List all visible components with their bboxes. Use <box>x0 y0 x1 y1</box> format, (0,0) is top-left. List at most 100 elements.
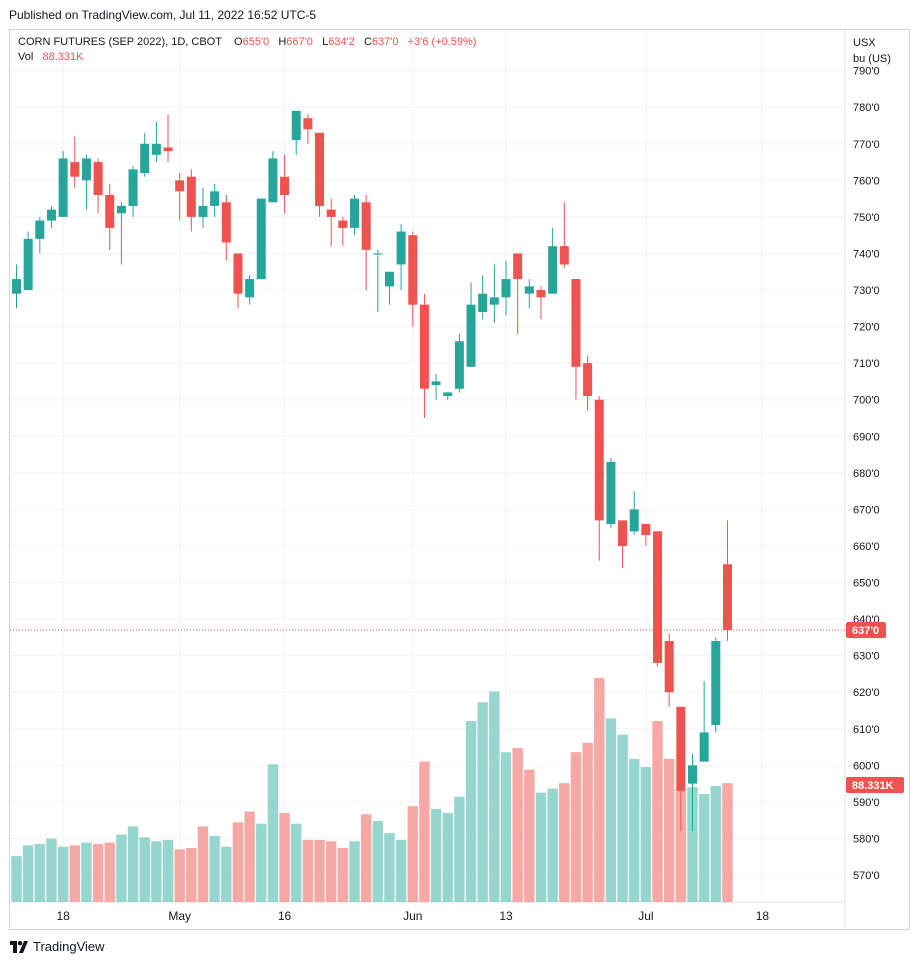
candle-body <box>687 765 697 784</box>
candle-body <box>653 531 663 663</box>
legend-low-value: 634'2 <box>328 36 355 48</box>
legend-close-label: C <box>363 36 372 48</box>
legend-close-value: 637'0 <box>371 36 399 48</box>
y-tick-label: 670'0 <box>853 504 880 516</box>
candle-body <box>478 293 488 312</box>
candle-body <box>93 162 103 195</box>
legend-open-label: O <box>234 36 243 48</box>
volume-bar <box>360 814 372 902</box>
candle-body <box>384 271 394 287</box>
volume-bar <box>349 841 360 902</box>
volume-bar <box>174 849 185 902</box>
candle-body <box>664 641 674 693</box>
candle-body <box>349 198 359 228</box>
legend-symbol: CORN FUTURES (SEP 2022), 1D, CBOT <box>18 36 222 48</box>
candle-body <box>58 158 68 217</box>
candle-body <box>35 220 45 239</box>
volume-bar <box>547 788 558 902</box>
last-volume-badge <box>846 777 904 793</box>
volume-bar <box>197 826 209 902</box>
candle-body <box>443 392 453 397</box>
tradingview-logo[interactable]: TradingView <box>10 939 105 954</box>
candle-body <box>198 205 208 217</box>
volume-bar <box>407 806 418 902</box>
y-tick-label: 590'0 <box>853 797 880 809</box>
candle-body <box>548 246 558 294</box>
price-axis-unit-label: bu (US) <box>853 53 891 65</box>
y-tick-label: 650'0 <box>853 578 880 590</box>
y-tick-label: 630'0 <box>853 651 880 663</box>
volume-bar <box>69 845 80 902</box>
volume-bar <box>232 822 244 902</box>
candle-body <box>81 158 91 181</box>
candle-body <box>606 461 616 525</box>
x-tick-label: 18 <box>56 909 70 923</box>
volume-bar <box>710 785 721 902</box>
candle-body <box>256 198 266 280</box>
y-tick-label: 740'0 <box>853 248 880 260</box>
legend-high-value: 667'0 <box>286 36 313 48</box>
candle-body <box>513 253 523 280</box>
volume-bar <box>11 856 22 902</box>
x-tick-label: Jun <box>403 909 422 923</box>
legend-line-volume: Vol 88.331K <box>18 50 476 65</box>
y-tick-label: 580'0 <box>853 833 880 845</box>
candle-body <box>618 520 628 546</box>
volume-bar <box>663 758 675 902</box>
volume-bar <box>104 842 115 902</box>
candle-body <box>419 304 429 389</box>
chart-legend: CORN FUTURES (SEP 2022), 1D, CBOT O655'0… <box>18 35 476 65</box>
volume-bar <box>116 834 127 902</box>
volume-bar <box>617 734 628 902</box>
y-tick-label: 690'0 <box>853 431 880 443</box>
candle-body <box>466 304 476 367</box>
candle-body <box>221 202 231 243</box>
candle-body <box>722 564 732 631</box>
candle-body <box>338 220 348 228</box>
volume-bar <box>489 691 500 902</box>
volume-bar <box>221 846 232 902</box>
y-tick-label: 750'0 <box>853 212 880 224</box>
volume-bar <box>46 838 57 902</box>
volume-bar <box>209 835 220 902</box>
volume-bar <box>256 823 267 902</box>
last-price-badge <box>846 622 886 639</box>
volume-bar <box>605 718 617 902</box>
volume-bar <box>640 767 652 902</box>
volume-bar <box>291 823 302 902</box>
volume-bar <box>454 796 465 902</box>
x-tick-label: 13 <box>499 909 513 923</box>
volume-bar <box>302 839 314 902</box>
candle-body <box>699 732 709 762</box>
volume-bar <box>395 839 407 902</box>
volume-bar <box>337 848 349 902</box>
volume-bar <box>524 769 535 902</box>
candle-body <box>326 209 336 217</box>
volume-bar <box>582 742 593 902</box>
volume-bar <box>500 752 512 902</box>
volume-bar <box>186 848 197 902</box>
candle-body <box>245 279 255 298</box>
candle-body <box>70 162 80 177</box>
candle-body <box>361 202 371 250</box>
y-tick-label: 720'0 <box>853 322 880 334</box>
x-tick-label: 16 <box>278 909 292 923</box>
candle-body <box>524 286 534 294</box>
volume-bar <box>151 841 162 902</box>
volume-bar <box>22 845 34 902</box>
candle-body <box>233 253 243 294</box>
candle-body <box>151 143 161 155</box>
volume-bar <box>430 808 442 902</box>
candle-body <box>163 147 173 152</box>
candle-body <box>711 641 721 726</box>
y-tick-label: 780'0 <box>853 102 880 114</box>
volume-bar <box>325 841 337 902</box>
published-note: Published on TradingView.com, Jul 11, 20… <box>9 8 317 22</box>
volume-bar <box>314 839 325 902</box>
volume-bar <box>477 702 488 902</box>
tradingview-logo-icon <box>10 940 28 953</box>
volume-bar <box>512 748 523 902</box>
candle-body <box>210 191 220 206</box>
y-tick-label: 760'0 <box>853 175 880 187</box>
